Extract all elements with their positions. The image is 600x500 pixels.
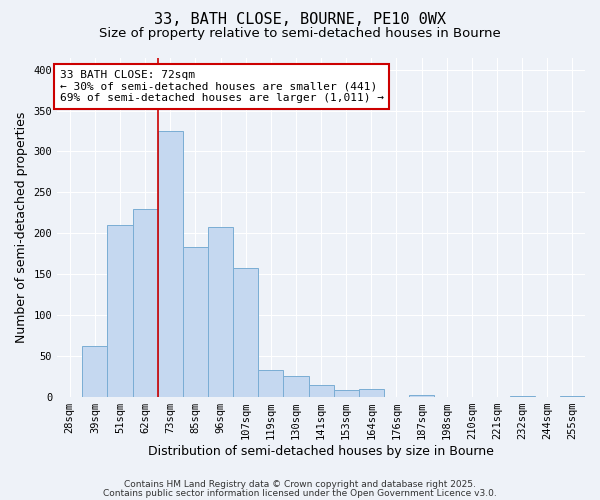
Bar [359,389,384,396]
Text: Contains HM Land Registry data © Crown copyright and database right 2025.: Contains HM Land Registry data © Crown c… [124,480,476,489]
Text: 33, BATH CLOSE, BOURNE, PE10 0WX: 33, BATH CLOSE, BOURNE, PE10 0WX [154,12,446,28]
Bar [158,131,183,396]
Bar [409,395,434,396]
Text: Size of property relative to semi-detached houses in Bourne: Size of property relative to semi-detach… [99,28,501,40]
Text: Contains public sector information licensed under the Open Government Licence v3: Contains public sector information licen… [103,488,497,498]
Bar [208,228,233,396]
Bar [233,268,258,396]
Bar [82,346,107,397]
Bar [258,370,283,396]
Bar [308,385,334,396]
Bar [283,376,308,396]
Bar [107,225,133,396]
X-axis label: Distribution of semi-detached houses by size in Bourne: Distribution of semi-detached houses by … [148,444,494,458]
Y-axis label: Number of semi-detached properties: Number of semi-detached properties [15,112,28,342]
Bar [334,390,359,396]
Text: 33 BATH CLOSE: 72sqm
← 30% of semi-detached houses are smaller (441)
69% of semi: 33 BATH CLOSE: 72sqm ← 30% of semi-detac… [59,70,383,103]
Bar [133,208,158,396]
Bar [183,247,208,396]
